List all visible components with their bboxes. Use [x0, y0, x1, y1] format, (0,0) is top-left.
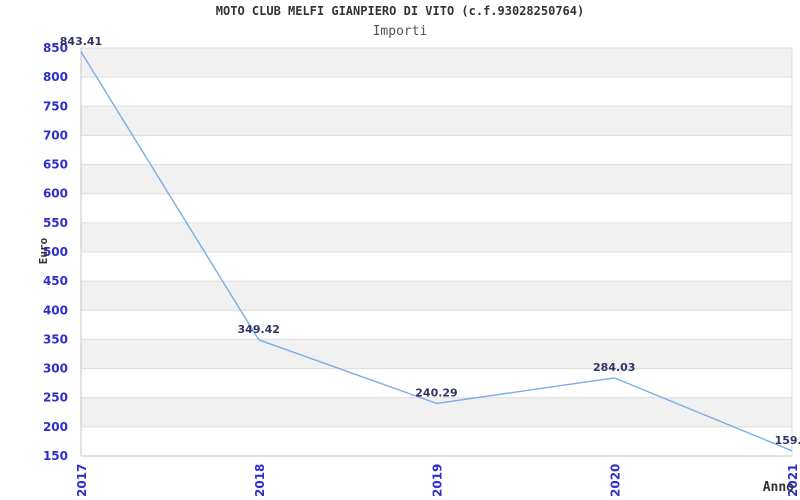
plot-band [81, 106, 792, 136]
plot-band [81, 339, 792, 369]
plot-band [81, 164, 792, 194]
y-tick-label: 700 [43, 128, 68, 142]
plot-band [81, 281, 792, 311]
y-tick-label: 550 [43, 216, 68, 230]
y-tick-label: 200 [43, 420, 68, 434]
chart-title: MOTO CLUB MELFI GIANPIERO DI VITO (c.f.9… [215, 4, 585, 18]
plot-band [81, 48, 792, 78]
y-tick-label: 350 [43, 332, 68, 346]
y-tick-label: 150 [43, 449, 68, 463]
y-tick-label: 850 [43, 41, 68, 55]
y-tick-label: 500 [43, 245, 68, 259]
plot-band [81, 222, 792, 252]
point-value-label: 159.0 [775, 434, 800, 447]
x-axis-title: Anno [762, 480, 794, 495]
y-tick-label: 400 [43, 303, 68, 317]
y-tick-label: 800 [43, 70, 68, 84]
point-value-label: 240.29 [415, 386, 457, 399]
plot-band [81, 397, 792, 427]
x-tick-label: 2021 [786, 464, 800, 497]
data-line-importi [80, 51, 793, 452]
x-tick-label: 2018 [253, 464, 267, 497]
y-tick-label: 600 [43, 187, 68, 201]
y-tick-label: 300 [43, 362, 68, 376]
y-axis-title: Euro [37, 237, 50, 265]
y-tick-label: 650 [43, 158, 68, 172]
y-tick-label: 250 [43, 391, 68, 405]
chart-subtitle: Importi [372, 24, 428, 39]
y-tick-label: 750 [43, 99, 68, 113]
x-tick-label: 2019 [431, 464, 445, 497]
point-value-label: 843.41 [60, 35, 102, 48]
y-tick-label: 450 [43, 274, 68, 288]
point-value-label: 284.03 [593, 361, 635, 374]
point-value-label: 349.42 [238, 323, 280, 336]
x-tick-label: 2017 [75, 464, 89, 497]
x-tick-label: 2020 [608, 464, 622, 497]
